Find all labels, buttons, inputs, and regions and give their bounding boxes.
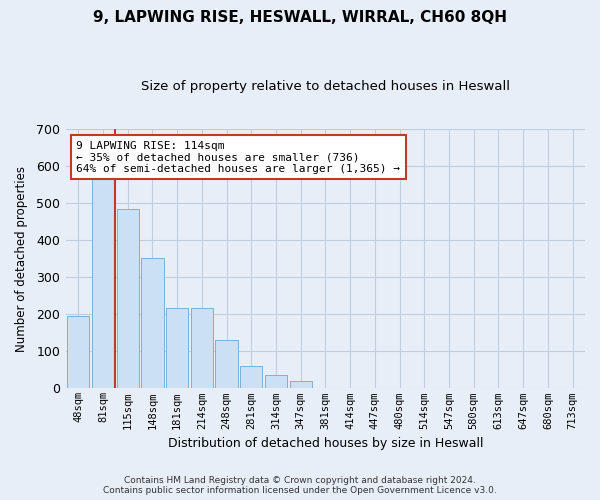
Text: Contains HM Land Registry data © Crown copyright and database right 2024.
Contai: Contains HM Land Registry data © Crown c… — [103, 476, 497, 495]
Bar — [92, 174, 114, 388]
Bar — [67, 316, 89, 388]
Bar — [191, 308, 213, 388]
X-axis label: Distribution of detached houses by size in Heswall: Distribution of detached houses by size … — [167, 437, 483, 450]
Bar — [116, 208, 139, 388]
Text: 9 LAPWING RISE: 114sqm
← 35% of detached houses are smaller (736)
64% of semi-de: 9 LAPWING RISE: 114sqm ← 35% of detached… — [76, 140, 400, 174]
Bar — [290, 381, 312, 388]
Bar — [215, 340, 238, 388]
Y-axis label: Number of detached properties: Number of detached properties — [15, 166, 28, 352]
Bar — [265, 376, 287, 388]
Title: Size of property relative to detached houses in Heswall: Size of property relative to detached ho… — [141, 80, 510, 93]
Bar — [166, 308, 188, 388]
Bar — [141, 258, 164, 388]
Text: 9, LAPWING RISE, HESWALL, WIRRAL, CH60 8QH: 9, LAPWING RISE, HESWALL, WIRRAL, CH60 8… — [93, 10, 507, 25]
Bar — [240, 366, 262, 388]
